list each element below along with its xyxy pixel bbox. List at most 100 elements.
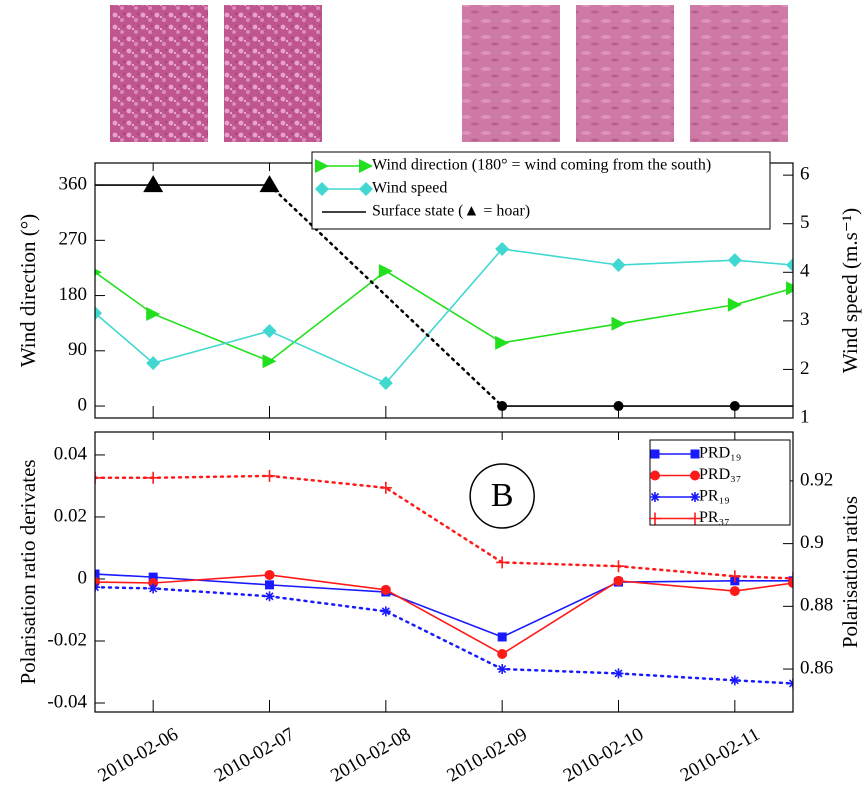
marker <box>612 560 625 573</box>
legend-label: PRD₁₉ <box>699 445 741 462</box>
legend-label: Wind direction (180° = wind coming from … <box>372 157 711 174</box>
x-tick-label: 2010-02-08 <box>327 724 414 785</box>
marker <box>497 401 508 412</box>
x-tick-label: 2010-02-06 <box>95 724 182 785</box>
annotation-circle <box>469 463 535 529</box>
legend-label: Surface state (▲ = hoar) <box>372 203 530 220</box>
photo <box>110 5 208 142</box>
y-tick-label: 180 <box>59 284 88 305</box>
marker <box>315 182 329 196</box>
marker <box>359 182 373 196</box>
marker <box>380 584 391 595</box>
series-line <box>95 248 793 385</box>
marker <box>690 449 700 459</box>
transition-line <box>268 183 504 408</box>
marker <box>650 449 660 459</box>
marker <box>495 335 510 350</box>
marker <box>690 492 700 502</box>
legend-label: PR₃₇ <box>699 509 730 526</box>
series-line <box>95 573 793 638</box>
y2-axis-label: Wind speed (m.s⁻¹) <box>838 208 862 373</box>
photo <box>576 5 674 142</box>
y2-tick-label: 0.92 <box>800 469 833 490</box>
marker <box>650 470 660 481</box>
marker <box>378 264 393 279</box>
legend-label: PR₁₉ <box>699 488 730 505</box>
x-tick-label: 2010-02-11 <box>677 724 764 785</box>
y-axis-label: Polarisation ratio derivates <box>16 459 40 684</box>
series-line <box>95 270 793 363</box>
series-line <box>95 574 793 655</box>
marker <box>611 258 626 272</box>
y2-tick-label: 0.9 <box>800 532 824 553</box>
marker <box>613 668 624 679</box>
x-tick-label: 2010-02-10 <box>560 724 647 785</box>
marker <box>143 175 164 193</box>
marker <box>147 471 160 484</box>
marker <box>727 297 742 312</box>
y2-tick-label: 0.88 <box>800 595 833 616</box>
marker <box>497 632 507 642</box>
marker <box>496 556 509 569</box>
marker <box>495 241 510 256</box>
marker <box>264 591 275 602</box>
marker <box>359 159 373 173</box>
marker <box>613 575 624 586</box>
marker <box>95 569 100 579</box>
marker <box>95 268 102 276</box>
y-tick-label: 0.02 <box>54 505 87 526</box>
marker <box>265 580 274 590</box>
marker <box>729 401 740 412</box>
marker <box>649 512 661 525</box>
y-tick-label: 0.04 <box>54 443 88 464</box>
y-tick-label: 360 <box>59 173 88 194</box>
y2-tick-label: 6 <box>800 164 810 185</box>
photo <box>690 5 788 142</box>
marker <box>148 572 158 582</box>
y-tick-label: 90 <box>68 339 87 360</box>
marker <box>786 281 793 296</box>
marker <box>262 354 277 369</box>
marker <box>95 306 102 321</box>
marker <box>611 316 626 331</box>
marker <box>788 578 793 589</box>
y2-tick-label: 1 <box>800 406 810 427</box>
marker <box>729 586 740 597</box>
plot-area <box>95 469 793 689</box>
marker <box>728 570 741 583</box>
marker <box>787 572 793 585</box>
marker <box>95 471 101 484</box>
marker <box>613 401 624 412</box>
marker <box>379 481 392 494</box>
marker <box>650 492 660 502</box>
marker <box>497 664 508 675</box>
series-line <box>95 474 793 580</box>
marker <box>727 253 742 268</box>
marker <box>264 569 275 580</box>
y2-tick-label: 0.86 <box>800 657 833 678</box>
marker <box>690 470 700 481</box>
y-axis-label: Wind direction (°) <box>16 214 40 367</box>
plot-frame <box>94 431 794 713</box>
marker <box>148 583 159 594</box>
y-tick-label: -0.02 <box>47 629 87 650</box>
marker <box>786 258 793 272</box>
legend-label: Wind speed <box>372 180 447 197</box>
marker <box>146 356 161 371</box>
plot-area <box>95 175 793 412</box>
x-tick-label: 2010-02-09 <box>444 724 531 785</box>
series-line <box>95 585 793 685</box>
y-tick-label: 270 <box>59 229 88 250</box>
y2-tick-label: 3 <box>800 309 810 330</box>
marker <box>689 512 701 525</box>
y2-axis-label: Polarisation ratios <box>838 496 862 648</box>
marker <box>262 324 277 339</box>
marker <box>263 469 276 482</box>
y-tick-label: 0 <box>78 394 88 415</box>
marker <box>729 675 740 686</box>
marker <box>378 376 393 391</box>
legend-label: PRD₃₇ <box>699 466 741 483</box>
x-tick-label: 2010-02-07 <box>211 724 298 785</box>
